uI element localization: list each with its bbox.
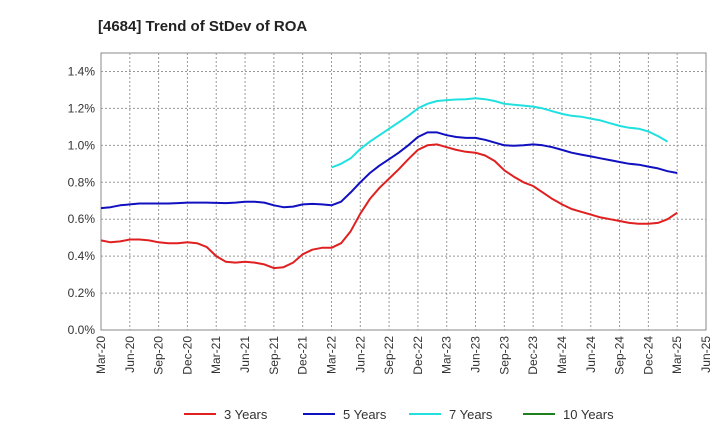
plot-frame <box>100 52 707 331</box>
y-tick-label: 0.0% <box>68 323 96 337</box>
y-tick-label: 1.0% <box>68 138 96 152</box>
x-tick-label: Dec-20 <box>180 336 194 375</box>
x-tick-label: Mar-20 <box>94 336 108 374</box>
x-tick-label: Mar-23 <box>440 336 454 374</box>
x-tick-label: Jun-25 <box>699 336 713 373</box>
legend-label: 5 Years <box>343 407 387 422</box>
series-line-3-years <box>100 143 678 270</box>
legend-label: 3 Years <box>224 407 268 422</box>
x-tick-label: Mar-24 <box>555 336 569 374</box>
series-line-7-years <box>331 97 669 169</box>
y-tick-label: 0.8% <box>68 175 96 189</box>
x-tick-label: Mar-22 <box>324 336 338 374</box>
x-tick-label: Dec-21 <box>296 336 310 375</box>
x-tick-label: Jun-23 <box>469 336 483 373</box>
x-tick-label: Sep-23 <box>497 336 511 375</box>
x-tick-label: Jun-22 <box>353 336 367 373</box>
x-tick-label: Jun-21 <box>238 336 252 373</box>
legend: 3 Years 5 Years 7 Years 10 Years <box>184 407 614 422</box>
x-tick-label: Sep-22 <box>382 336 396 375</box>
x-tick-label: Dec-22 <box>411 336 425 375</box>
y-tick-label: 0.6% <box>68 212 96 226</box>
y-tick-label: 1.4% <box>68 64 96 78</box>
y-tick-label: 0.4% <box>68 249 96 263</box>
x-tick-label: Dec-24 <box>641 336 655 375</box>
x-tick-label: Sep-20 <box>152 336 166 375</box>
x-tick-label: Jun-24 <box>584 336 598 373</box>
x-tick-label: Sep-21 <box>267 336 281 375</box>
series-line-5-years <box>100 131 678 210</box>
x-tick-label: Dec-23 <box>526 336 540 375</box>
chart-title: [4684] Trend of StDev of ROA <box>98 18 307 35</box>
y-tick-label: 0.2% <box>68 286 96 300</box>
y-tick-label: 1.2% <box>68 101 96 115</box>
x-tick-label: Jun-20 <box>123 336 137 373</box>
legend-label: 10 Years <box>563 407 614 422</box>
plot-area: 0.0% 0.2% 0.4% 0.6% 0.8% 1.0% 1.2% 1.4% Mar-20 Ju… <box>68 52 713 375</box>
legend-label: 7 Years <box>449 407 493 422</box>
x-tick-label: Mar-21 <box>209 336 223 374</box>
x-tick-label: Sep-24 <box>613 336 627 375</box>
x-tick-label: Mar-25 <box>670 336 684 374</box>
